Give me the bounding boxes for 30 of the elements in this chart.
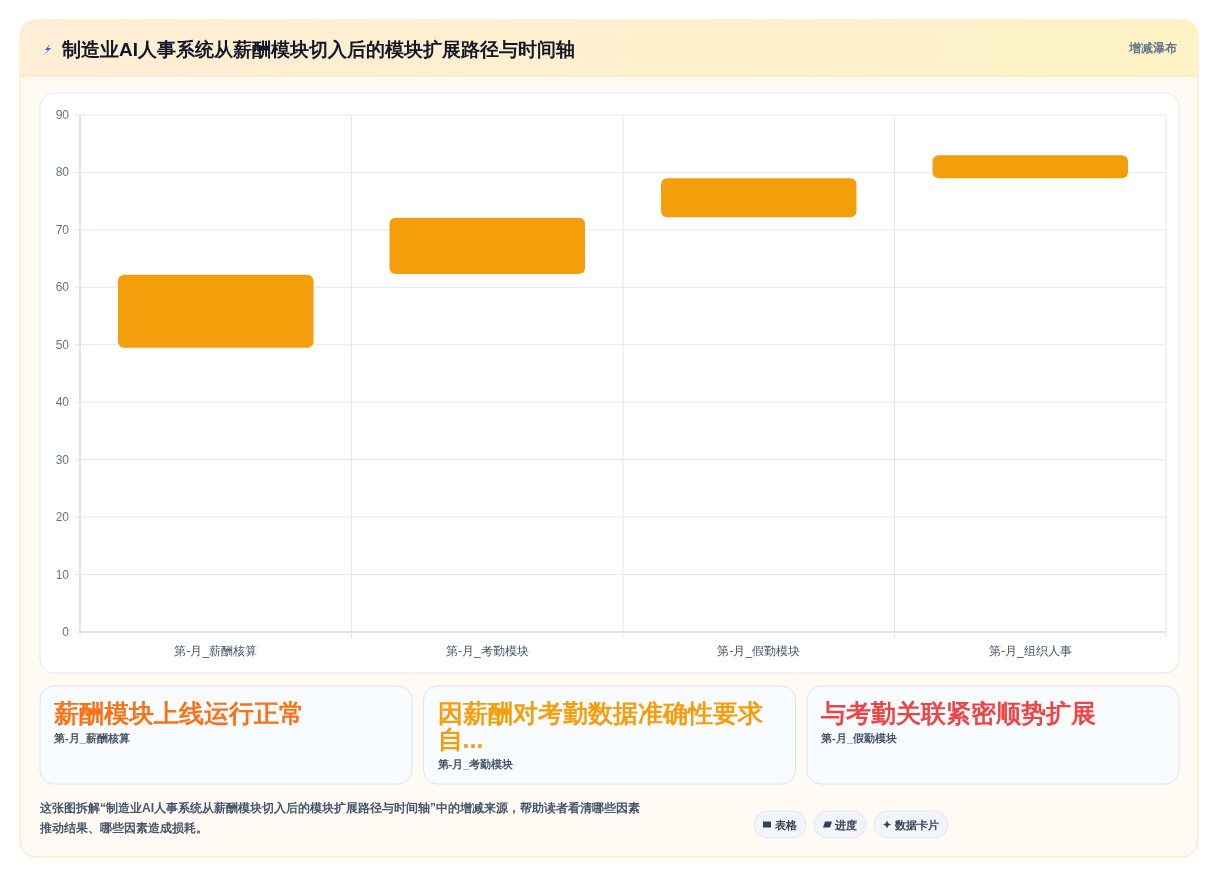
y-tick-label: 90 <box>55 108 70 122</box>
text: 薪酬模块上线运行正常 <box>53 699 304 727</box>
text: 数据卡片 <box>894 818 939 831</box>
text: 与考勤关联紧密顺势扩展 <box>820 699 1096 727</box>
chart-title: 制造业AI人事系统从薪酬模块切入后的模块扩展路径与时间轴 <box>61 39 575 60</box>
text: 第-月_假勤模块 <box>820 732 897 744</box>
y-tick-label: 0 <box>62 625 70 639</box>
text: 第-月_薪酬核算 <box>53 732 130 744</box>
y-tick-label: 40 <box>55 395 70 410</box>
y-tick-label: 30 <box>55 452 70 467</box>
chart-subtitle: 增减瀑布 <box>1128 41 1177 55</box>
text: 这张图拆解“制造业AI人事系统从薪酬模块切入后的模块扩展路径与时间轴”中的增减来源，帮助读者看清哪些因素推动结果、哪些因素造成损耗。 <box>39 801 640 835</box>
x-tick-label: 第-月_假勤模块 <box>717 644 801 658</box>
x-tick-label: 第-月_组织人事 <box>988 644 1072 658</box>
y-tick-label: 60 <box>55 280 70 295</box>
bar <box>118 274 314 348</box>
bar <box>661 178 857 218</box>
text: 因薪酬对考勤数据准确性要求自... <box>437 699 764 753</box>
text: 表格 <box>774 818 798 831</box>
text: 进度 <box>834 818 857 831</box>
text: 第-月_考勤模块 <box>436 758 514 770</box>
bar <box>932 155 1128 179</box>
y-tick-label: 50 <box>55 337 70 352</box>
x-tick-label: 第-月_薪酬核算 <box>174 644 258 658</box>
y-tick-label: 20 <box>55 510 70 525</box>
y-tick-label: 80 <box>55 165 70 180</box>
y-tick-label: 70 <box>55 222 70 237</box>
y-tick-label: 10 <box>55 567 70 582</box>
bar <box>389 217 585 275</box>
x-tick-label: 第-月_考勤模块 <box>445 644 529 658</box>
